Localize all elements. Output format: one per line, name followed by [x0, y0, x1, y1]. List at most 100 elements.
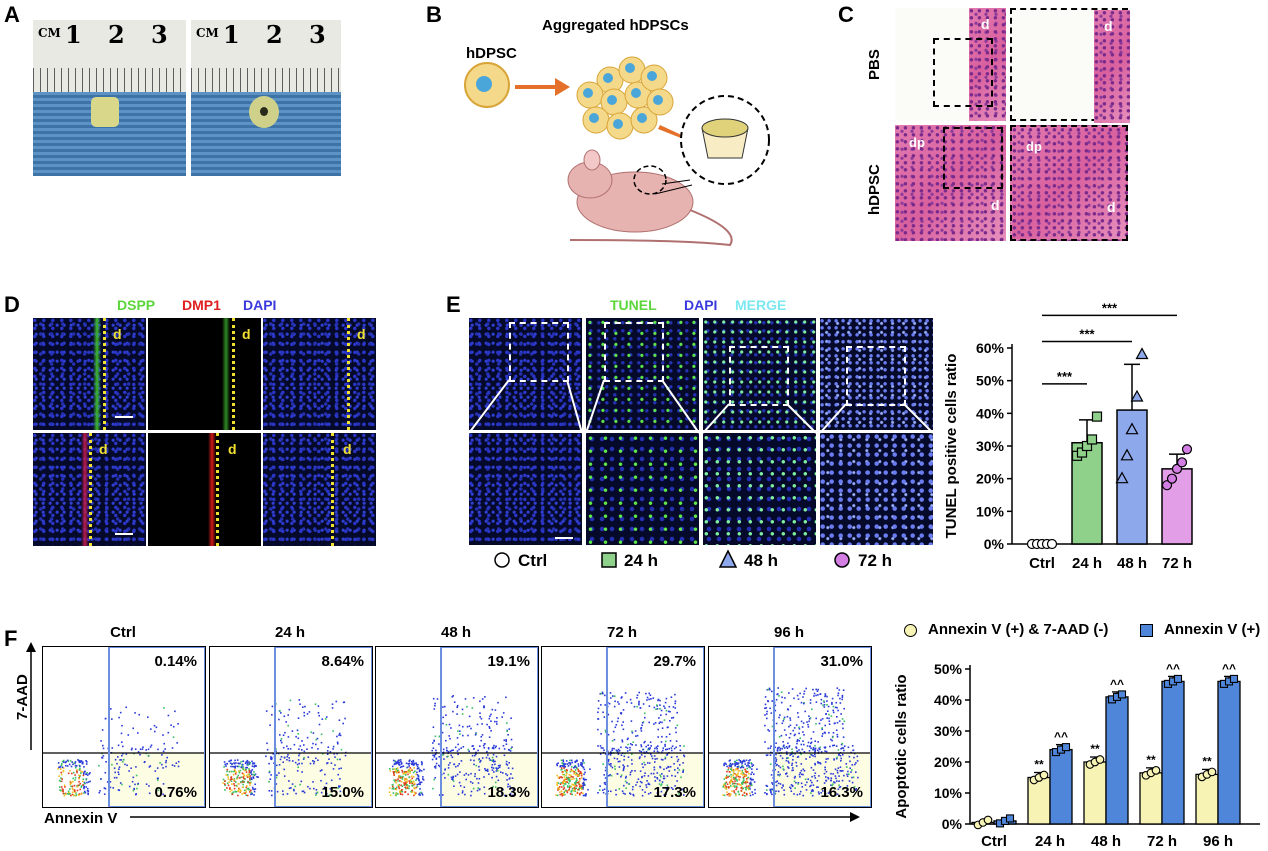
data-point	[983, 815, 993, 825]
pbs-histology: d	[895, 8, 1006, 121]
apoptosis-gate	[440, 647, 538, 807]
significance-label: ^^	[1222, 661, 1236, 675]
y-tick-label: 40%	[976, 405, 1005, 421]
significance-label: ***	[1079, 326, 1095, 341]
tunel-image	[586, 318, 699, 430]
flow-plot-title: 96 h	[773, 624, 804, 641]
legend-marker-72h	[834, 552, 850, 568]
x-tick-label: 72 h	[1162, 555, 1192, 572]
data-point	[1039, 770, 1049, 780]
y-tick-label: 60%	[976, 340, 1005, 356]
tunel-legend: Ctrl 24 h 48 h 72 h	[494, 549, 892, 570]
panel-a-photo-right: CM 1 2 3	[191, 20, 341, 176]
apoptosis-gate	[274, 647, 372, 807]
apoptosis-gate	[108, 647, 205, 807]
data-point	[1095, 755, 1105, 764]
y-tick-label: 50%	[976, 373, 1005, 389]
bar-total-apoptosis	[1105, 696, 1129, 825]
data-point	[1176, 457, 1188, 468]
upper-right-percent: 8.64%	[321, 653, 364, 670]
y-axis-label: TUNEL positive cells ratio	[943, 354, 960, 539]
upper-right-percent: 31.0%	[820, 653, 863, 670]
aggregated-title: Aggregated hDPSCs	[542, 17, 689, 34]
apoptotic-bar-chart: Apoptotic cells ratio 0% 10% 20% 30% 40% 50% Ct…	[893, 661, 1260, 850]
ruler-number: 2	[266, 20, 283, 49]
tunel-image	[469, 318, 582, 430]
significance-label: ^^	[1110, 677, 1124, 691]
zoom-connector-lines	[469, 379, 933, 434]
upper-right-percent: 29.7%	[653, 653, 696, 670]
tunel-zoom-image	[703, 433, 816, 545]
panel-label-f: F	[4, 626, 18, 651]
lower-right-percent: 16.3%	[820, 784, 863, 801]
if-image: d	[148, 433, 261, 546]
panel-a-photo-left: CM 1 2 3	[33, 20, 186, 176]
bar-total-apoptosis	[1161, 680, 1185, 825]
significance-label: ^^	[1054, 730, 1068, 744]
data-point	[1229, 674, 1239, 683]
y-tick-label: 10%	[934, 785, 963, 801]
y-tick-label: 20%	[934, 754, 963, 770]
ruler-number: 3	[151, 20, 168, 49]
legend-marker-ctrl	[494, 552, 510, 568]
data-point	[1130, 389, 1144, 402]
significance-label: ***	[1102, 300, 1118, 315]
cell-aggregate-icon	[576, 56, 674, 140]
legend-marker-early	[904, 624, 917, 637]
pbs-histology-zoom: d	[1010, 8, 1130, 123]
data-point	[1091, 411, 1103, 422]
arrow-icon	[515, 78, 570, 96]
dmp1-label: DMP1	[182, 297, 221, 313]
panel-label-e: E	[446, 292, 461, 317]
legend-label-24h: 24 h	[624, 551, 658, 570]
data-point	[1207, 767, 1217, 777]
data-point	[1151, 766, 1161, 775]
panel-label-b: B	[426, 2, 442, 27]
x-tick-label: 48 h	[1117, 555, 1147, 572]
y-tick-label: 30%	[934, 723, 963, 739]
flow-plot-title: Ctrl	[110, 624, 136, 641]
dspp-label: DSPP	[117, 297, 156, 313]
bar-early-apoptosis	[1027, 776, 1051, 825]
data-point	[1117, 690, 1127, 699]
cell-nucleus	[476, 76, 492, 92]
x-tick-label: 24 h	[1072, 555, 1102, 572]
bar-early-apoptosis	[1139, 772, 1163, 825]
data-point	[1181, 444, 1193, 455]
tunel-zoom-image	[586, 433, 699, 545]
significance-label: ^^	[1166, 661, 1180, 675]
bar-total-apoptosis	[1049, 748, 1073, 825]
if-image: d	[33, 318, 146, 430]
data-point	[1135, 347, 1149, 360]
tunel-zoom-image	[469, 433, 582, 545]
y-tick-label: 0%	[942, 816, 963, 832]
tunel-zoom-image	[820, 433, 933, 545]
merge-label: MERGE	[735, 297, 787, 313]
y-axis-arrow-icon	[26, 642, 36, 750]
flow-plot: 19.1% 18.3%	[375, 646, 539, 808]
legend-label-48h: 48 h	[744, 551, 778, 570]
hdpsc-histology: dp d	[895, 125, 1006, 241]
scaffold-icon	[701, 118, 749, 138]
flow-xlabel: Annexin V	[44, 810, 118, 827]
hdpsc-label: hDPSC	[466, 45, 517, 62]
legend-label-total: Annexin V (+)	[1164, 621, 1261, 638]
y-tick-label: 10%	[976, 503, 1005, 519]
panel-label-c: C	[838, 2, 854, 27]
if-image: d	[263, 318, 376, 430]
data-point	[1173, 674, 1183, 683]
scaffold-sample-with-hole	[249, 96, 279, 128]
significance-label: ***	[1057, 369, 1073, 384]
schematic-diagram	[464, 56, 770, 247]
data-point	[1125, 422, 1139, 435]
x-axis-arrow-icon	[130, 812, 860, 822]
y-tick-label: 30%	[976, 438, 1005, 454]
panel-label-a: A	[4, 2, 20, 27]
bar-early-apoptosis	[1195, 773, 1219, 825]
legend-marker-24h	[601, 552, 617, 568]
ruler-number: 1	[223, 20, 240, 49]
flow-plot-title: 48 h	[440, 624, 471, 641]
x-tick-label: 72 h	[1147, 833, 1177, 850]
apoptosis-gate	[606, 647, 704, 807]
data-point	[1120, 448, 1134, 461]
